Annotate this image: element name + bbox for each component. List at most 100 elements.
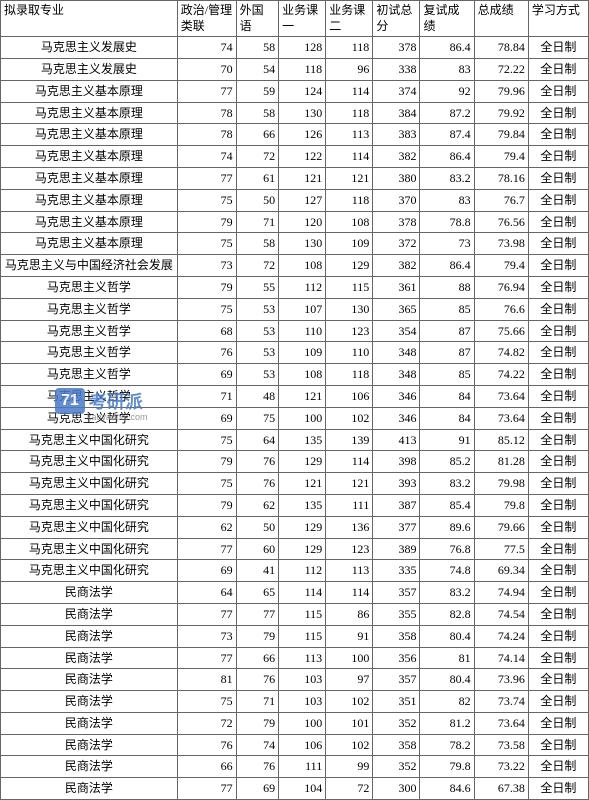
table-cell: 马克思主义哲学 <box>1 385 178 407</box>
table-cell: 民商法学 <box>1 647 178 669</box>
col-header-politics: 政治/管理类联 <box>177 1 236 37</box>
table-cell: 马克思主义中国化研究 <box>1 560 178 582</box>
table-cell: 民商法学 <box>1 756 178 778</box>
table-cell: 87 <box>420 320 474 342</box>
table-cell: 69.34 <box>474 560 528 582</box>
col-header-course1: 业务课一 <box>279 1 326 37</box>
table-cell: 71 <box>236 211 278 233</box>
table-cell: 全日制 <box>528 58 588 80</box>
table-cell: 75 <box>177 189 236 211</box>
table-cell: 62 <box>236 494 278 516</box>
table-cell: 89.6 <box>420 516 474 538</box>
table-cell: 78.2 <box>420 734 474 756</box>
table-cell: 79 <box>236 625 278 647</box>
table-cell: 75 <box>177 233 236 255</box>
table-cell: 马克思主义中国化研究 <box>1 516 178 538</box>
table-cell: 73.98 <box>474 233 528 255</box>
table-cell: 74 <box>236 734 278 756</box>
table-cell: 358 <box>373 625 420 647</box>
table-cell: 73.96 <box>474 669 528 691</box>
table-cell: 352 <box>373 712 420 734</box>
table-cell: 112 <box>279 276 326 298</box>
table-cell: 126 <box>279 124 326 146</box>
table-cell: 335 <box>373 560 420 582</box>
table-cell: 全日制 <box>528 691 588 713</box>
table-cell: 79.8 <box>474 494 528 516</box>
table-cell: 377 <box>373 516 420 538</box>
table-cell: 全日制 <box>528 102 588 124</box>
table-cell: 356 <box>373 647 420 669</box>
table-cell: 76.94 <box>474 276 528 298</box>
table-cell: 91 <box>420 429 474 451</box>
table-cell: 马克思主义哲学 <box>1 364 178 386</box>
table-cell: 77 <box>177 778 236 800</box>
table-cell: 110 <box>326 342 373 364</box>
table-cell: 马克思主义哲学 <box>1 276 178 298</box>
table-cell: 74 <box>177 37 236 59</box>
table-cell: 84.6 <box>420 778 474 800</box>
table-cell: 100 <box>279 712 326 734</box>
table-cell: 72 <box>236 255 278 277</box>
table-cell: 124 <box>279 80 326 102</box>
table-row: 马克思主义基本原理786612611338387.479.84全日制 <box>1 124 589 146</box>
table-cell: 136 <box>326 516 373 538</box>
table-cell: 75 <box>177 473 236 495</box>
table-cell: 389 <box>373 538 420 560</box>
table-cell: 106 <box>279 734 326 756</box>
table-row: 马克思主义基本原理797112010837878.876.56全日制 <box>1 211 589 233</box>
table-cell: 135 <box>279 494 326 516</box>
table-cell: 361 <box>373 276 420 298</box>
table-cell: 115 <box>279 625 326 647</box>
table-cell: 121 <box>279 385 326 407</box>
table-row: 马克思主义哲学69531081183488574.22全日制 <box>1 364 589 386</box>
table-cell: 马克思主义哲学 <box>1 298 178 320</box>
table-cell: 382 <box>373 146 420 168</box>
table-body: 马克思主义发展史745812811837886.478.84全日制马克思主义发展… <box>1 37 589 800</box>
table-cell: 114 <box>326 80 373 102</box>
table-cell: 78 <box>177 102 236 124</box>
table-cell: 78.8 <box>420 211 474 233</box>
table-cell: 76.8 <box>420 538 474 560</box>
table-cell: 54 <box>236 58 278 80</box>
table-cell: 77 <box>177 603 236 625</box>
table-cell: 114 <box>279 582 326 604</box>
table-cell: 121 <box>279 473 326 495</box>
table-cell: 76.6 <box>474 298 528 320</box>
table-cell: 85 <box>420 364 474 386</box>
table-row: 马克思主义哲学69751001023468473.64全日制 <box>1 407 589 429</box>
table-cell: 346 <box>373 407 420 429</box>
table-cell: 马克思主义基本原理 <box>1 189 178 211</box>
table-cell: 80.4 <box>420 625 474 647</box>
table-cell: 139 <box>326 429 373 451</box>
table-cell: 346 <box>373 385 420 407</box>
table-cell: 87.4 <box>420 124 474 146</box>
table-cell: 马克思主义基本原理 <box>1 233 178 255</box>
table-row: 马克思主义基本原理747212211438286.479.4全日制 <box>1 146 589 168</box>
table-cell: 365 <box>373 298 420 320</box>
table-cell: 87.2 <box>420 102 474 124</box>
table-cell: 民商法学 <box>1 691 178 713</box>
table-cell: 75 <box>177 298 236 320</box>
table-cell: 129 <box>326 255 373 277</box>
table-cell: 76 <box>236 756 278 778</box>
table-cell: 61 <box>236 167 278 189</box>
table-cell: 393 <box>373 473 420 495</box>
admission-table: 拟录取专业 政治/管理类联 外国语 业务课一 业务课二 初试总分 复试成绩 总成… <box>0 0 589 800</box>
table-cell: 96 <box>326 58 373 80</box>
col-header-retest: 复试成绩 <box>420 1 474 37</box>
table-cell: 113 <box>326 560 373 582</box>
table-cell: 全日制 <box>528 342 588 364</box>
table-row: 马克思主义发展史745812811837886.478.84全日制 <box>1 37 589 59</box>
table-cell: 77 <box>236 603 278 625</box>
table-cell: 全日制 <box>528 473 588 495</box>
table-cell: 74.82 <box>474 342 528 364</box>
table-cell: 全日制 <box>528 647 588 669</box>
table-cell: 全日制 <box>528 189 588 211</box>
table-cell: 413 <box>373 429 420 451</box>
table-cell: 128 <box>279 37 326 59</box>
table-row: 民商法学77691047230084.667.38全日制 <box>1 778 589 800</box>
table-cell: 全日制 <box>528 669 588 691</box>
table-cell: 民商法学 <box>1 778 178 800</box>
table-cell: 75.66 <box>474 320 528 342</box>
table-cell: 102 <box>326 691 373 713</box>
